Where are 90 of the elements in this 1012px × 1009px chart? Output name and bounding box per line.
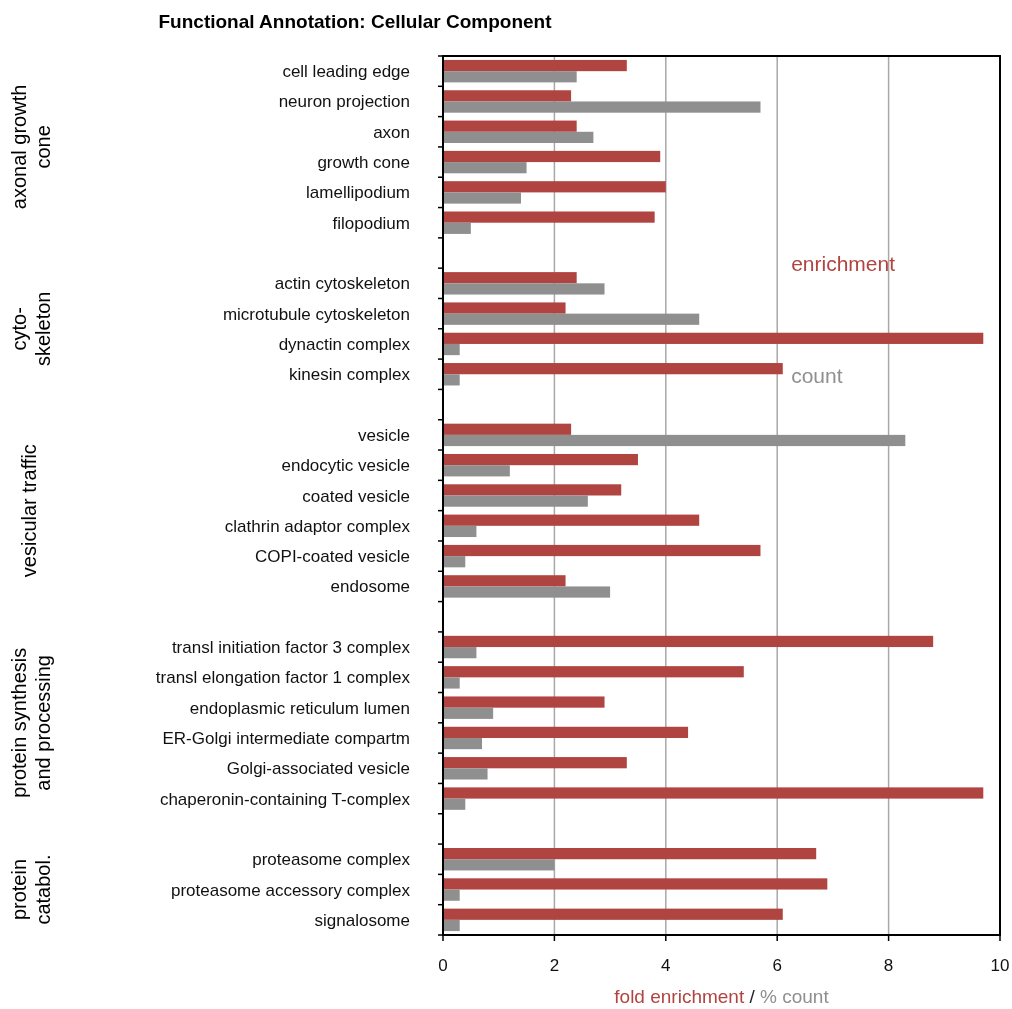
bar [443, 222, 471, 234]
bar [443, 374, 460, 386]
text: protein catabol. [8, 854, 54, 925]
bar [443, 666, 744, 678]
bar [443, 162, 527, 174]
bar [443, 211, 655, 223]
bar [443, 120, 577, 132]
x-tick-label: 2 [549, 956, 560, 975]
y-tick-label: chaperonin-containing T-complex [159, 789, 411, 809]
y-tick-label: axon [373, 122, 410, 142]
bar [443, 484, 622, 496]
bar [443, 332, 984, 344]
text: count [791, 364, 843, 388]
y-tick-label: lamellipodium [306, 183, 410, 203]
y-tick-label: endosome [330, 577, 410, 597]
y-tick-label: microtubule cytoskeleton [222, 304, 410, 324]
bar [443, 363, 783, 375]
bar [443, 919, 460, 932]
bar [443, 647, 477, 659]
text: enrichment [791, 252, 896, 276]
bar [443, 757, 627, 769]
bar [443, 465, 510, 477]
bar [443, 848, 817, 860]
y-tick-label: kinesin complex [289, 365, 411, 385]
y-tick-label: COPI-coated vesicle [255, 547, 410, 567]
bar [443, 131, 594, 143]
y-tick-label: transl initiation factor 3 complex [171, 638, 411, 658]
bar [443, 495, 588, 507]
bar [443, 453, 638, 466]
bar [443, 434, 906, 447]
bar [443, 343, 460, 356]
bar [443, 737, 482, 750]
chart-title: Functional Annotation: Cellular Component [158, 11, 553, 32]
bar [443, 556, 466, 568]
y-tick-label: signalosome [314, 910, 410, 930]
bar [443, 798, 466, 810]
x-tick-label: 0 [438, 956, 448, 975]
y-tick-label: endoplasmic reticulum lumen [189, 698, 410, 718]
text: cyto- skeleton [8, 291, 54, 367]
bar [443, 71, 577, 83]
x-tick-label: 8 [883, 956, 894, 975]
text: axonal growth cone [8, 84, 54, 210]
bar [443, 101, 761, 113]
bar [443, 283, 605, 295]
y-tick-label: dynactin complex [278, 334, 411, 354]
x-axis-title: fold enrichment / % count [614, 986, 830, 1007]
text: vesicular traffic [18, 444, 40, 578]
text: protein synthesis and processing [8, 647, 54, 798]
bar [443, 696, 605, 708]
bar [443, 514, 700, 526]
bar [443, 272, 577, 284]
y-tick-label: filopodium [332, 213, 410, 233]
bar [443, 423, 572, 435]
x-tick-label: 6 [772, 956, 782, 975]
y-tick-label: vesicle [358, 425, 410, 445]
bar [443, 908, 783, 920]
bar [443, 586, 611, 598]
y-tick-label: proteasome complex [252, 850, 411, 870]
bar [443, 544, 761, 557]
bar [443, 859, 555, 871]
bar [443, 525, 477, 538]
bar [443, 726, 689, 738]
bar [443, 635, 934, 648]
bar [443, 707, 494, 719]
bar [443, 677, 460, 689]
bar [443, 302, 566, 314]
x-tick-label: 4 [661, 956, 671, 975]
bar [443, 313, 700, 325]
x-tick-label: 10 [990, 956, 1010, 975]
bar [443, 181, 666, 193]
bar [443, 878, 828, 890]
bar [443, 575, 566, 587]
y-tick-label: endocytic vesicle [281, 456, 410, 476]
y-tick-label: neuron projection [278, 92, 410, 112]
y-tick-label: Golgi-associated vesicle [226, 759, 410, 779]
bar [443, 150, 661, 163]
y-tick-label: proteasome accessory complex [170, 880, 411, 900]
y-tick-label: actin cytoskeleton [274, 274, 410, 294]
y-tick-label: cell leading edge [282, 62, 410, 82]
y-tick-label: transl elongation factor 1 complex [155, 668, 411, 688]
bar [443, 192, 521, 204]
y-tick-label: coated vesicle [302, 486, 410, 506]
bar [443, 90, 572, 102]
bar [443, 768, 488, 780]
bar [443, 889, 460, 901]
bar [443, 59, 627, 72]
bar [443, 787, 984, 799]
y-tick-label: clathrin adaptor complex [224, 516, 411, 536]
y-tick-label: growth cone [317, 153, 410, 173]
y-tick-label: ER-Golgi intermediate compartm [162, 728, 410, 748]
